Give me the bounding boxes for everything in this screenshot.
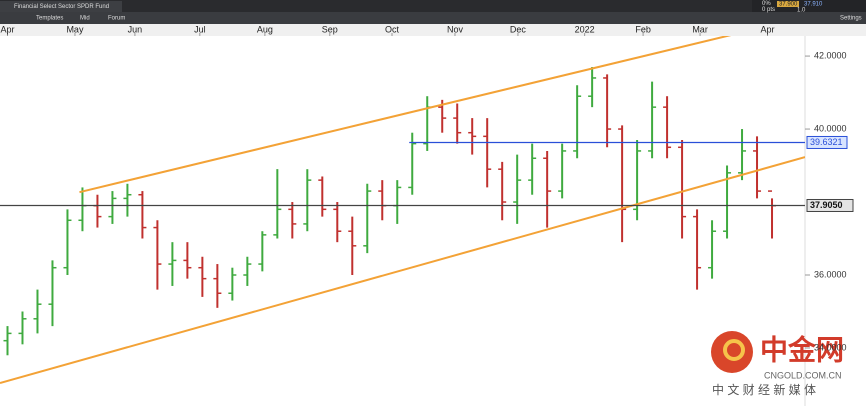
watermark-brand: 中金网	[760, 333, 844, 365]
bid-box[interactable]	[777, 1, 799, 7]
title-bar	[0, 0, 866, 12]
y-tick-label: 34.0000	[814, 342, 847, 352]
x-tick-label: Apr	[0, 24, 14, 34]
x-tick-label: Dec	[510, 24, 527, 34]
x-tick-label: Jul	[194, 24, 206, 34]
x-tick-label: Aug	[257, 24, 273, 34]
x-tick-label: Mar	[692, 24, 708, 34]
x-tick-label: 2022	[575, 24, 595, 34]
watermark-slogan: 中 文 财 经 新 媒 体	[712, 382, 816, 397]
toolbar	[0, 12, 866, 24]
toolbar-button[interactable]: Templates	[36, 16, 63, 22]
y-tick-label: 40.0000	[814, 123, 847, 133]
x-tick-label: Sep	[322, 24, 338, 34]
bid[interactable]: 37.900	[779, 2, 798, 8]
x-tick-label: Jun	[128, 24, 143, 34]
y-tick-label: 42.0000	[814, 50, 847, 60]
quote-points: 0 pts	[762, 7, 775, 13]
toolbar-button[interactable]: Mid	[80, 16, 90, 22]
trend-line	[79, 36, 732, 194]
spread: 1.0	[797, 8, 806, 14]
x-tick-label: Apr	[761, 24, 775, 34]
logo-mark	[723, 339, 745, 361]
settings-button[interactable]: Settings	[840, 16, 862, 22]
time-axis	[0, 24, 866, 36]
tab[interactable]	[0, 1, 122, 12]
watermark-site: CNGOLD.COM.CN	[764, 370, 842, 380]
level-label-box	[806, 198, 854, 212]
level-label: 39.6321	[810, 137, 843, 147]
trend-line	[0, 156, 805, 384]
logo	[711, 331, 753, 373]
ask[interactable]: 37.910	[804, 2, 823, 8]
quote-change: 0%	[762, 1, 771, 7]
x-tick-label: Feb	[635, 24, 651, 34]
plot	[0, 36, 805, 384]
level-label-box	[806, 135, 848, 149]
x-tick-label: May	[66, 24, 84, 34]
x-tick-label: Nov	[447, 24, 464, 34]
tab-title[interactable]: Financial Select Sector SPDR Fund	[14, 4, 109, 10]
level-label: 37.9050	[810, 200, 843, 210]
y-tick-label: 36.0000	[814, 269, 847, 279]
toolbar-button[interactable]: Forum	[108, 16, 125, 22]
x-tick-label: Oct	[385, 24, 400, 34]
